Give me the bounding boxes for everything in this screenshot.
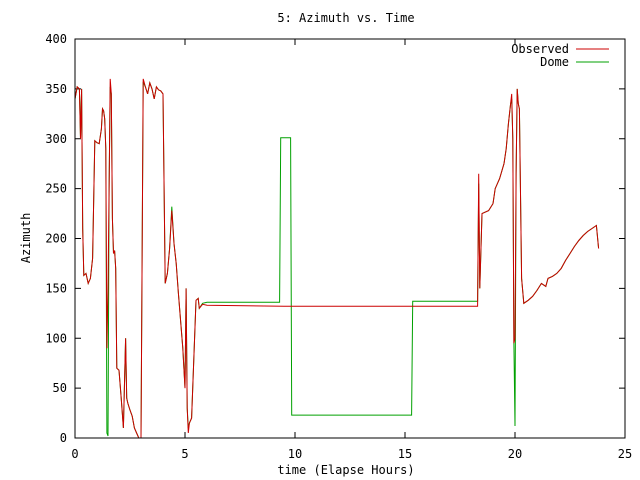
y-tick-label: 200: [45, 232, 67, 246]
y-tick-label: 350: [45, 82, 67, 96]
y-tick-label: 50: [53, 381, 67, 395]
series-lines: [74, 78, 600, 439]
y-tick-label: 150: [45, 281, 67, 295]
x-tick-label: 15: [398, 447, 412, 461]
y-tick-label: 250: [45, 182, 67, 196]
plot-frame: [74, 38, 626, 439]
series-line-observed: [74, 78, 600, 439]
y-tick-label: 0: [60, 431, 67, 445]
chart-title: 5: Azimuth vs. Time: [277, 11, 414, 25]
y-axis-ticks: 0 50 100 150 200 250 300 350 400: [45, 32, 625, 445]
y-tick-label: 400: [45, 32, 67, 46]
x-tick-label: 5: [181, 447, 188, 461]
x-axis-ticks: 0 5 10 15 20 25: [71, 39, 632, 461]
legend-label-observed: Observed: [511, 42, 569, 56]
y-tick-label: 300: [45, 132, 67, 146]
x-tick-label: 10: [288, 447, 302, 461]
x-tick-label: 25: [618, 447, 632, 461]
x-tick-label: 20: [508, 447, 522, 461]
y-axis-label: Azimuth: [19, 213, 33, 264]
x-tick-label: 0: [71, 447, 78, 461]
y-tick-label: 100: [45, 331, 67, 345]
legend-label-dome: Dome: [540, 55, 569, 69]
x-axis-label: time (Elapse Hours): [277, 463, 414, 477]
